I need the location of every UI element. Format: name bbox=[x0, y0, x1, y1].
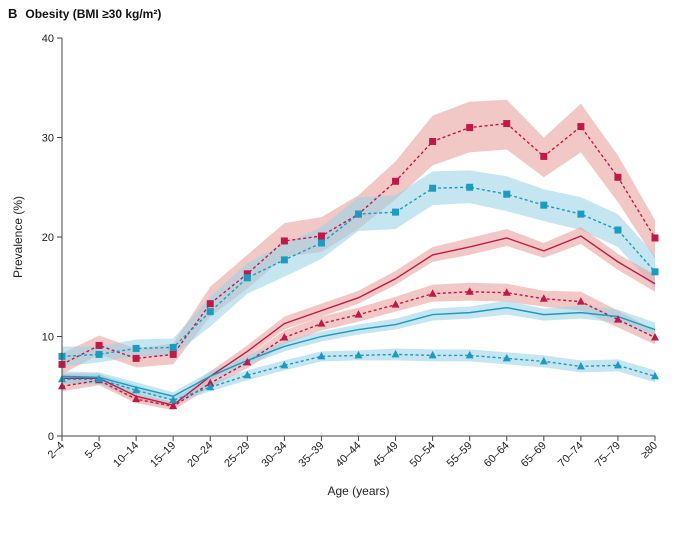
x-tick-label: 60–64 bbox=[482, 440, 512, 470]
point-red-dashed-triangles bbox=[613, 315, 622, 323]
y-tick-label: 30 bbox=[42, 133, 54, 145]
point-blue-dashed-squares bbox=[392, 208, 400, 216]
point-red-dashed-triangles bbox=[465, 287, 474, 295]
series-markers bbox=[58, 120, 659, 410]
point-red-dashed-triangles bbox=[539, 294, 548, 302]
point-blue-dashed-squares bbox=[429, 184, 437, 192]
x-tick-label: 15–19 bbox=[148, 440, 178, 470]
point-red-dashed-squares bbox=[503, 120, 511, 128]
point-red-dashed-squares bbox=[132, 354, 140, 362]
point-red-dashed-triangles bbox=[169, 401, 178, 410]
band-blue-dashed-squares bbox=[62, 170, 655, 367]
panel-title: B Obesity (BMI ≥30 kg/m²) bbox=[8, 6, 161, 21]
x-axis-title: Age (years) bbox=[327, 484, 389, 498]
y-tick-label: 10 bbox=[42, 332, 54, 344]
x-tick-label: 30–34 bbox=[259, 440, 289, 470]
point-blue-dashed-squares bbox=[95, 350, 103, 358]
point-blue-dashed-squares bbox=[243, 274, 251, 282]
point-blue-dashed-triangles bbox=[243, 370, 252, 379]
point-red-dashed-squares bbox=[280, 237, 288, 245]
point-blue-dashed-triangles bbox=[576, 361, 585, 370]
line-red-solid bbox=[62, 235, 656, 406]
panel-title-text: Obesity (BMI ≥30 kg/m²) bbox=[25, 7, 162, 21]
point-red-dashed-squares bbox=[577, 123, 585, 131]
point-red-dashed-triangles bbox=[317, 319, 326, 327]
x-tick-label: 10–14 bbox=[111, 440, 141, 470]
point-red-dashed-triangles bbox=[132, 394, 141, 403]
point-blue-dashed-triangles bbox=[95, 374, 104, 383]
point-red-dashed-triangles bbox=[354, 310, 363, 318]
point-blue-dashed-triangles bbox=[539, 356, 548, 365]
point-red-dashed-triangles bbox=[502, 288, 511, 296]
point-blue-dashed-squares bbox=[355, 210, 362, 218]
point-red-dashed-squares bbox=[466, 124, 474, 132]
point-red-dashed-triangles bbox=[651, 332, 659, 341]
point-blue-dashed-triangles bbox=[354, 350, 363, 359]
point-blue-dashed-triangles bbox=[317, 351, 326, 360]
line-blue-solid bbox=[61, 306, 656, 397]
point-blue-dashed-squares bbox=[280, 256, 288, 264]
x-tick-label: 20–24 bbox=[185, 440, 215, 470]
confidence-bands bbox=[62, 99, 655, 411]
x-tick-label: 45–49 bbox=[371, 440, 401, 470]
point-red-dashed-squares bbox=[206, 300, 214, 308]
point-blue-dashed-triangles bbox=[391, 349, 400, 358]
point-red-dashed-triangles bbox=[280, 332, 289, 341]
x-tick-label: ≥80 bbox=[639, 440, 660, 461]
y-tick-label: 40 bbox=[42, 33, 54, 45]
y-ticks: 0 10 20 30 40 bbox=[42, 33, 62, 443]
point-blue-dashed-triangles bbox=[651, 371, 659, 380]
point-blue-dashed-squares bbox=[651, 268, 659, 276]
point-red-dashed-squares bbox=[540, 152, 548, 160]
point-red-dashed-squares bbox=[243, 270, 251, 278]
point-blue-dashed-squares bbox=[503, 190, 511, 198]
point-blue-dashed-squares bbox=[577, 210, 585, 218]
point-blue-dashed-triangles bbox=[169, 395, 178, 404]
point-blue-dashed-triangles bbox=[132, 385, 141, 394]
panel-letter: B bbox=[8, 6, 18, 21]
x-tick-label: 65–69 bbox=[519, 440, 549, 470]
point-red-dashed-squares bbox=[169, 350, 177, 358]
point-red-dashed-squares bbox=[95, 341, 103, 349]
line-blue-dashed-triangles bbox=[62, 353, 656, 401]
point-blue-dashed-triangles bbox=[280, 360, 289, 369]
x-tick-label: 35–39 bbox=[296, 440, 326, 470]
point-red-dashed-triangles bbox=[243, 357, 252, 366]
point-blue-dashed-squares bbox=[540, 201, 548, 209]
point-red-dashed-squares bbox=[429, 137, 437, 145]
point-blue-dashed-triangles bbox=[465, 350, 474, 359]
band-blue-solid bbox=[62, 300, 655, 401]
x-tick-label: 75–79 bbox=[593, 440, 623, 470]
point-red-dashed-triangles bbox=[428, 289, 437, 297]
point-blue-dashed-squares bbox=[132, 344, 140, 352]
y-tick-label: 0 bbox=[48, 431, 54, 443]
point-blue-dashed-squares bbox=[317, 239, 325, 247]
point-blue-dashed-triangles bbox=[428, 350, 437, 359]
point-red-dashed-squares bbox=[614, 173, 622, 181]
point-blue-dashed-triangles bbox=[206, 382, 215, 391]
point-blue-dashed-triangles bbox=[613, 360, 622, 369]
point-red-dashed-squares bbox=[317, 232, 325, 240]
x-tick-label: 70–74 bbox=[556, 440, 586, 470]
x-tick-label: 50–54 bbox=[408, 440, 438, 470]
point-blue-dashed-squares bbox=[614, 226, 622, 234]
x-tick-label: 55–59 bbox=[445, 440, 475, 470]
point-blue-dashed-squares bbox=[206, 308, 214, 316]
point-blue-dashed-triangles bbox=[502, 353, 511, 362]
x-ticks: 2–4 5–9 10–14 15–19 20–24 25–29 30–34 35–39 40–4… bbox=[46, 436, 660, 470]
y-axis-title: Prevalence (%) bbox=[11, 196, 25, 278]
x-tick-label: 25–29 bbox=[222, 440, 252, 470]
point-red-dashed-squares bbox=[651, 234, 659, 242]
y-tick-label: 20 bbox=[42, 232, 54, 244]
point-blue-dashed-squares bbox=[169, 343, 177, 351]
point-red-dashed-squares bbox=[392, 177, 400, 185]
point-red-dashed-triangles bbox=[391, 300, 400, 308]
x-tick-label: 40–44 bbox=[334, 440, 364, 470]
x-tick-label: 5–9 bbox=[83, 440, 104, 461]
point-red-dashed-triangles bbox=[206, 378, 215, 387]
point-red-dashed-triangles bbox=[576, 297, 585, 305]
point-blue-dashed-squares bbox=[466, 183, 474, 191]
